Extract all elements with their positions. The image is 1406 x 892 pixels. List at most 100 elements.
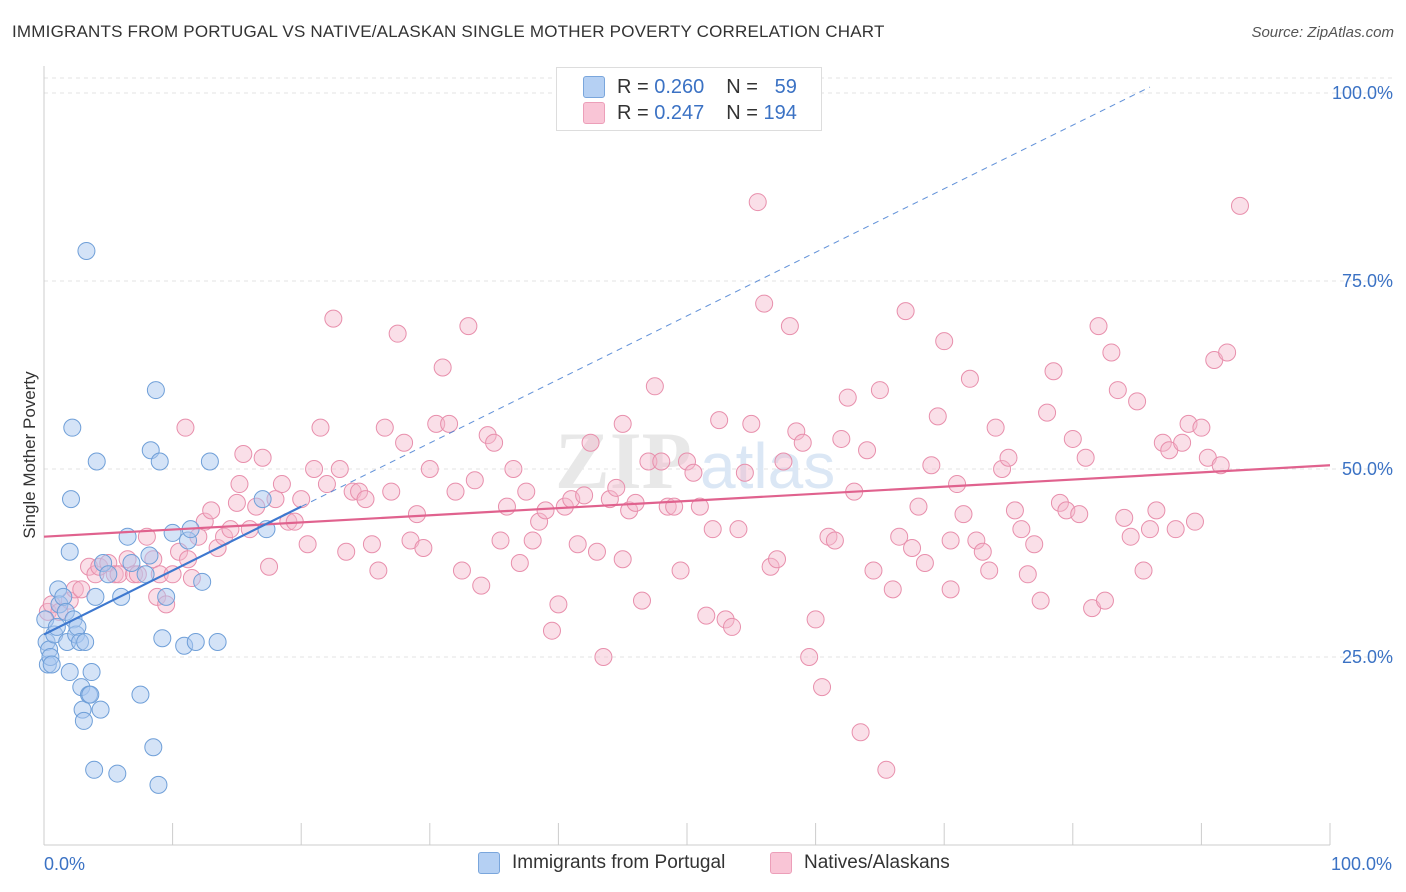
data-point-natives (948, 475, 967, 494)
data-point-natives (485, 433, 504, 452)
data-point-natives (414, 538, 433, 557)
tick-labels: 25.0% 50.0% 75.0% 100.0% 0.0% 100.0% (44, 83, 1393, 874)
data-point-natives (735, 463, 754, 482)
data-point-natives (221, 520, 240, 539)
data-point-natives (1173, 433, 1192, 452)
data-point-portugal (150, 452, 169, 471)
data-point-natives (787, 422, 806, 441)
series-immigrants-from-portugal (36, 241, 276, 794)
data-point-natives (72, 580, 91, 599)
data-point-natives (813, 678, 832, 697)
data-point-portugal (193, 572, 212, 591)
data-point-natives (1230, 196, 1249, 215)
legend-r-label: R = (617, 75, 649, 98)
watermark-zip: ZIP (555, 415, 692, 506)
data-point-portugal (42, 655, 61, 674)
data-point-natives (858, 441, 877, 460)
x-tick-label: 0.0% (44, 854, 85, 874)
data-point-natives (967, 531, 986, 550)
chart-title: IMMIGRANTS FROM PORTUGAL VS NATIVE/ALASK… (12, 22, 885, 41)
data-point-natives (1185, 512, 1204, 531)
data-point-portugal (77, 241, 96, 260)
data-point-natives (652, 452, 671, 471)
data-point-natives (253, 448, 272, 467)
data-point-portugal (108, 764, 127, 783)
data-point-natives (176, 418, 195, 437)
data-point-natives (780, 317, 799, 336)
data-point-natives (337, 542, 356, 561)
trend-lines (43, 86, 1331, 636)
data-point-natives (568, 535, 587, 554)
correlation-legend: R = 0.260 N = 59 R = 0.247 N = 194 (556, 67, 822, 131)
data-point-natives (234, 444, 253, 463)
legend-row-pink: R = 0.247 N = 194 (583, 101, 797, 125)
data-point-natives (407, 505, 426, 524)
data-point-natives (1012, 520, 1031, 539)
legend-label: Natives/Alaskans (804, 852, 950, 873)
data-point-natives (446, 482, 465, 501)
data-point-natives (465, 471, 484, 490)
data-point-portugal (85, 760, 104, 779)
data-point-natives (851, 723, 870, 742)
legend-swatch-blue (478, 852, 500, 874)
data-point-natives (1218, 343, 1237, 362)
data-point-natives (1038, 403, 1057, 422)
data-point-natives (761, 557, 780, 576)
data-point-natives (607, 478, 626, 497)
data-point-natives (1102, 343, 1121, 362)
data-point-natives (362, 535, 381, 554)
data-point-natives (433, 358, 452, 377)
data-point-natives (986, 418, 1005, 437)
data-point-natives (472, 576, 491, 595)
data-point-portugal (253, 490, 272, 509)
watermark-atlas: atlas (700, 430, 835, 502)
data-point-natives (305, 460, 324, 479)
data-point-natives (350, 482, 369, 501)
data-point-natives (594, 648, 613, 667)
data-point-natives (645, 377, 664, 396)
x-tick-label: 100.0% (1331, 854, 1392, 874)
y-tick-label: 25.0% (1342, 647, 1393, 667)
data-point-portugal (144, 738, 163, 757)
data-point-natives (292, 490, 311, 509)
data-point-natives (272, 475, 291, 494)
data-point-natives (1153, 433, 1172, 452)
data-point-natives (1076, 448, 1095, 467)
data-point-natives (536, 501, 555, 520)
data-point-natives (915, 554, 934, 573)
data-point-natives (806, 610, 825, 629)
data-point-natives (1018, 565, 1037, 584)
data-point-natives (375, 418, 394, 437)
data-point-natives (202, 501, 221, 520)
data-point-natives (613, 414, 632, 433)
data-point-natives (800, 648, 819, 667)
data-point-natives (137, 527, 156, 546)
data-point-natives (684, 463, 703, 482)
legend-n-label: N = (726, 101, 758, 124)
data-point-natives (298, 535, 317, 554)
legend-swatch-pink (583, 102, 605, 124)
data-point-natives (1166, 520, 1185, 539)
data-point-natives (723, 617, 742, 636)
data-point-natives (510, 554, 529, 573)
data-point-portugal (186, 632, 205, 651)
data-point-natives (1128, 392, 1147, 411)
legend-r-value: 0.260 (654, 75, 705, 98)
data-point-natives (710, 411, 729, 430)
source-label: Source: ZipAtlas.com (1251, 24, 1394, 41)
data-point-natives (478, 426, 497, 445)
data-point-natives (311, 418, 330, 437)
trend-line-natives (43, 464, 1331, 538)
data-point-natives (697, 606, 716, 625)
data-point-portugal (157, 587, 176, 606)
data-point-natives (195, 512, 214, 531)
data-point-natives (382, 482, 401, 501)
data-point-natives (1140, 520, 1159, 539)
data-point-natives (960, 369, 979, 388)
series-natives-alaskans (38, 193, 1249, 779)
data-point-natives (928, 407, 947, 426)
data-point-natives (632, 591, 651, 610)
data-point-natives (973, 542, 992, 561)
data-point-natives (774, 452, 793, 471)
data-point-natives (1063, 429, 1082, 448)
